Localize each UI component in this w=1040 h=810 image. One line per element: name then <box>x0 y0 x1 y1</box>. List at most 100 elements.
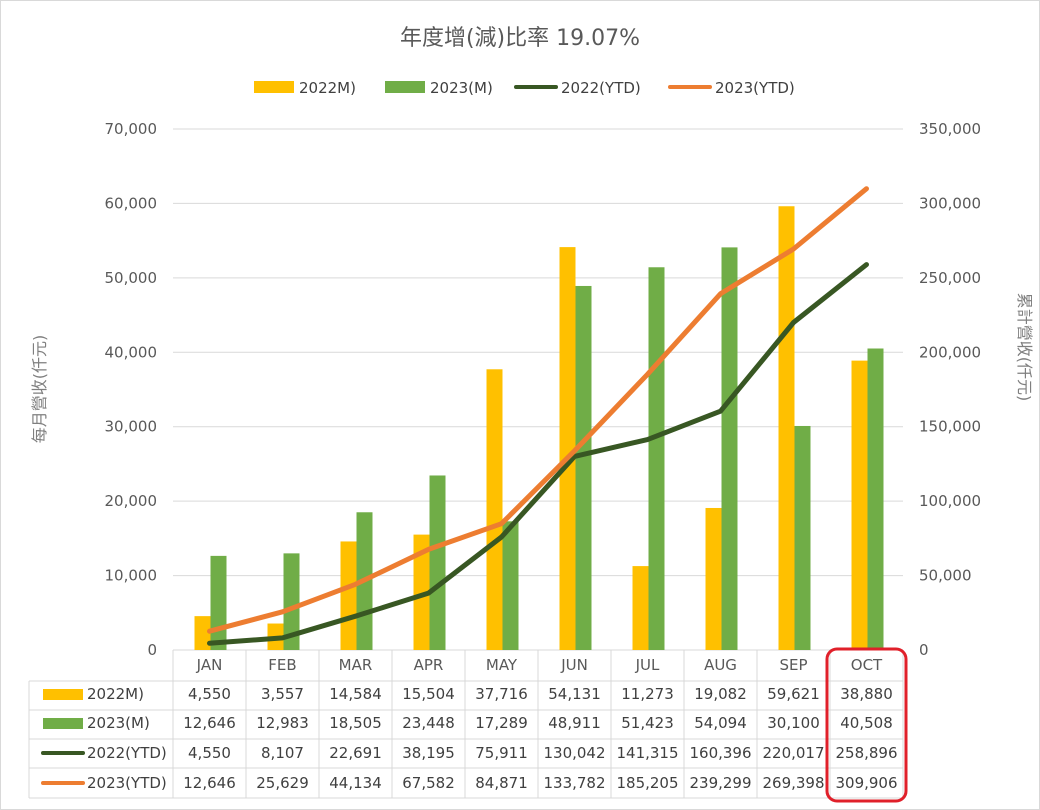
table-cell: 25,629 <box>256 774 309 792</box>
bar-0-jul <box>632 566 649 650</box>
table-cell: 12,646 <box>183 774 236 792</box>
x-tick-label: SEP <box>779 656 807 674</box>
table-cell: 30,100 <box>767 714 820 732</box>
x-tick-label: AUG <box>704 656 737 674</box>
table-cell: 11,273 <box>621 685 674 703</box>
bar-0-mar <box>340 541 357 650</box>
y2-tick-label: 50,000 <box>919 567 972 585</box>
line-series-3 <box>207 186 869 634</box>
y2-tick-label: 100,000 <box>919 492 981 510</box>
table-cell: 4,550 <box>188 744 231 762</box>
legend-swatch-0 <box>254 81 294 93</box>
table-cell: 67,582 <box>402 774 455 792</box>
table-row-label-0: 2022M) <box>87 685 144 703</box>
table-cell: 220,017 <box>762 744 824 762</box>
table-cell: 18,505 <box>329 714 382 732</box>
table-cell: 84,871 <box>475 774 528 792</box>
bar-0-apr <box>413 534 430 650</box>
bar-0-sep <box>778 206 795 650</box>
y-tick-label: 70,000 <box>105 120 158 138</box>
table-cell: 19,082 <box>694 685 747 703</box>
left-y-axis: 0 10,000 20,000 30,000 40,000 50,000 60,000 70,… <box>105 120 158 659</box>
legend-swatch-1 <box>385 81 425 93</box>
legend-label-3: 2023(YTD) <box>715 79 795 97</box>
table-cell: 40,508 <box>840 714 893 732</box>
chart-legend: 2022M) 2023(M) 2022(YTD) 2023(YTD) <box>254 79 795 97</box>
y2-tick-label: 0 <box>919 641 929 659</box>
bar-1-may <box>502 521 519 650</box>
legend-label-1: 2023(M) <box>430 79 493 97</box>
table-cell: 15,504 <box>402 685 455 703</box>
line-series <box>207 186 869 646</box>
right-axis-title: 累計營收(仟元) <box>1015 293 1034 402</box>
bar-1-oct <box>867 348 884 650</box>
line-series-2 <box>207 262 869 646</box>
table-cell: 12,646 <box>183 714 236 732</box>
y-tick-label: 10,000 <box>105 567 158 585</box>
x-tick-label: MAR <box>339 656 373 674</box>
table-cell: 133,782 <box>543 774 605 792</box>
table-cell: 141,315 <box>616 744 678 762</box>
y2-tick-label: 250,000 <box>919 269 981 287</box>
bar-1-jun <box>575 285 592 650</box>
bar-0-jun <box>559 247 576 650</box>
table-cell: 54,094 <box>694 714 747 732</box>
table-cell: 8,107 <box>261 744 304 762</box>
y-tick-label: 0 <box>147 641 157 659</box>
legend-label-2: 2022(YTD) <box>561 79 641 97</box>
table-cell: 54,131 <box>548 685 601 703</box>
table-cell: 37,716 <box>475 685 528 703</box>
bar-1-sep <box>794 425 811 650</box>
bar-0-aug <box>705 507 722 650</box>
y-tick-label: 50,000 <box>105 269 158 287</box>
chart-title: 年度增(減)比率 19.07% <box>400 26 640 51</box>
table-cell: 258,896 <box>835 744 897 762</box>
y-tick-label: 60,000 <box>105 194 158 212</box>
y2-tick-label: 150,000 <box>919 418 981 436</box>
y-tick-label: 30,000 <box>105 418 158 436</box>
bar-1-jul <box>648 267 665 650</box>
bar-1-jan <box>210 555 227 650</box>
right-y-axis: 0 50,000 100,000 150,000 200,000 250,000 300,0… <box>919 120 981 659</box>
x-tick-label: OCT <box>851 656 883 674</box>
x-tick-label: MAY <box>486 656 518 674</box>
table-cell: 160,396 <box>689 744 751 762</box>
bar-series <box>194 206 884 650</box>
x-tick-label: JUN <box>560 656 588 674</box>
bar-0-may <box>486 369 503 650</box>
y2-tick-label: 200,000 <box>919 343 981 361</box>
table-cell: 3,557 <box>261 685 304 703</box>
bar-0-oct <box>851 360 868 650</box>
x-tick-label: APR <box>414 656 444 674</box>
table-cell: 23,448 <box>402 714 455 732</box>
table-row-label-2: 2022(YTD) <box>87 744 167 762</box>
table-cell: 44,134 <box>329 774 382 792</box>
table-cell: 185,205 <box>616 774 678 792</box>
table-cell: 14,584 <box>329 685 382 703</box>
table-key-0 <box>43 689 83 700</box>
bar-1-feb <box>283 553 300 650</box>
y-tick-label: 40,000 <box>105 343 158 361</box>
data-table: JAN FEB MAR APR MAY JUN JUL AUG SEP OCT 2022M) 4,55… <box>28 650 904 799</box>
table-cell: 22,691 <box>329 744 382 762</box>
y-tick-label: 20,000 <box>105 492 158 510</box>
bar-0-jan <box>194 616 211 650</box>
oct-highlight-box <box>825 647 908 803</box>
table-cell: 38,880 <box>840 685 893 703</box>
y2-tick-label: 350,000 <box>919 120 981 138</box>
table-cell: 12,983 <box>256 714 309 732</box>
table-cell: 75,911 <box>475 744 528 762</box>
table-cell: 269,398 <box>762 774 824 792</box>
table-cell: 309,906 <box>835 774 897 792</box>
bar-1-aug <box>721 247 738 650</box>
x-tick-label: JAN <box>196 656 223 674</box>
table-cell: 130,042 <box>543 744 605 762</box>
legend-label-0: 2022M) <box>299 79 356 97</box>
bar-1-apr <box>429 475 446 650</box>
x-tick-label: FEB <box>268 656 296 674</box>
table-key-1 <box>43 718 83 729</box>
table-cell: 239,299 <box>689 774 751 792</box>
table-cell: 17,289 <box>475 714 528 732</box>
table-row-label-1: 2023(M) <box>87 714 150 732</box>
